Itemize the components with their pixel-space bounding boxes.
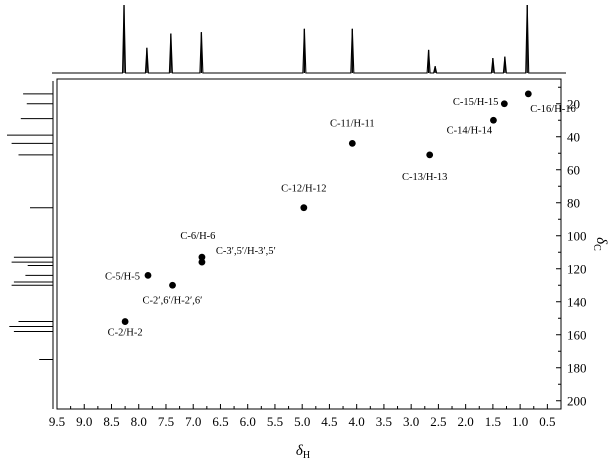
x-tick-label: 9.5 [49, 414, 65, 429]
cross-peak [198, 258, 206, 266]
y-tick-label: 40 [567, 129, 580, 144]
x-axis-label: δH [296, 443, 310, 461]
x-tick-label: 6.0 [240, 414, 256, 429]
y-tick-label: 200 [567, 393, 587, 408]
cross-peak [500, 100, 508, 108]
carbon-projection-spectrum [7, 81, 54, 409]
peak-label: C-5/H-5 [105, 271, 140, 282]
y-tick-label: 100 [567, 228, 587, 243]
y-tick-label: 180 [567, 360, 587, 375]
peak-label: C-2′,6′/H-2′,6′ [143, 295, 203, 306]
cross-peak [426, 151, 434, 159]
peak-label: C-14/H-14 [447, 125, 493, 136]
cross-peak [121, 318, 129, 325]
x-tick-label: 8.5 [103, 414, 119, 429]
cross-peak [300, 204, 308, 212]
x-tick-label: 7.0 [185, 414, 201, 429]
peak-label: C-13/H-13 [402, 172, 448, 183]
y-tick-label: 80 [567, 195, 580, 210]
peak-label: C-2/H-2 [108, 328, 143, 339]
x-axis: 9.5 9.0 8.5 8.0 7.5 7.0 6.5 6.0 5.5 5.0 4.5 4.0 3.5 3… [49, 404, 556, 429]
peak-label: C-12/H-12 [281, 184, 327, 195]
peak-label: C-6/H-6 [180, 231, 215, 242]
x-tick-label: 0.5 [539, 414, 555, 429]
x-tick-label: 1.5 [485, 414, 501, 429]
x-tick-label: 6.5 [212, 414, 228, 429]
cross-peak [198, 253, 206, 261]
x-tick-label: 3.5 [376, 414, 392, 429]
x-tick-label: 7.5 [158, 414, 174, 429]
y-tick-label: 20 [567, 96, 580, 111]
x-tick-label: 1.0 [512, 414, 528, 429]
y-tick-label: 60 [567, 162, 580, 177]
cross-peak [490, 116, 497, 124]
x-tick-label: 2.0 [458, 414, 474, 429]
x-tick-label: 5.5 [267, 414, 283, 429]
y-tick-label: 120 [567, 261, 587, 276]
cross-peak [524, 90, 532, 98]
y-axis: 20 40 60 80 100 120 140 160 180 200 [556, 86, 587, 408]
proton-projection-spectrum [52, 4, 566, 74]
peak-label: C-11/H-11 [330, 118, 375, 129]
peak-label: C-16/H-16 [530, 104, 576, 115]
cross-peak [169, 281, 176, 289]
x-tick-label: 5.0 [294, 414, 310, 429]
plot-frame [56, 78, 562, 410]
cross-peak [144, 271, 152, 279]
y-tick-label: 160 [567, 327, 587, 342]
x-tick-label: 4.5 [321, 414, 337, 429]
x-tick-label: 4.0 [349, 414, 365, 429]
peak-label: C-3′,5′/H-3′,5′ [216, 246, 276, 257]
x-tick-label: 2.5 [430, 414, 446, 429]
x-tick-label: 9.0 [76, 414, 92, 429]
y-axis-label: δC [591, 237, 609, 251]
peak-label: C-15/H-15 [453, 97, 499, 108]
y-tick-label: 140 [567, 294, 587, 309]
x-tick-label: 3.0 [403, 414, 419, 429]
peak-labels: C-2/H-2 C-5/H-5 C-2′,6′/H-2′,6′ C-6/H-6C-3′… [105, 97, 576, 339]
x-tick-label: 8.0 [131, 414, 147, 429]
cross-peak [348, 139, 356, 147]
cross-peaks [121, 90, 532, 325]
